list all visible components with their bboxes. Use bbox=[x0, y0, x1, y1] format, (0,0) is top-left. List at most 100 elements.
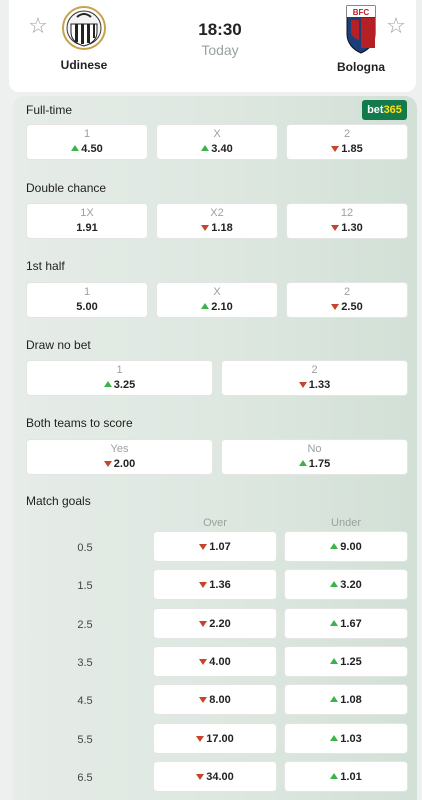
trend-up-icon bbox=[330, 696, 339, 703]
home-team-name: Udinese bbox=[60, 58, 108, 72]
away-team[interactable]: BFC Bologna bbox=[321, 4, 401, 74]
odds-button-fulltime-home[interactable]: 1 4.50 bbox=[26, 124, 148, 160]
odds-value: 2.20 bbox=[154, 617, 276, 631]
trend-down-icon bbox=[196, 735, 205, 742]
odds-button-goals-under[interactable]: 1.01 bbox=[284, 760, 408, 792]
trend-down-icon bbox=[201, 225, 210, 231]
odds-button-goals-over[interactable]: 1.36 bbox=[153, 569, 277, 601]
odds-button-goals-over[interactable]: 4.00 bbox=[153, 645, 277, 677]
trend-down-icon bbox=[199, 697, 208, 704]
odds-label: X2 bbox=[210, 207, 224, 219]
odds-button-fulltime-away[interactable]: 2 1.85 bbox=[286, 124, 408, 160]
odds-button-goals-under[interactable]: 9.00 bbox=[284, 531, 408, 562]
bookmaker-name-part1: bet bbox=[367, 104, 384, 116]
odds-button-goals-over[interactable]: 1.07 bbox=[153, 531, 277, 562]
bookmaker-name-part2: 365 bbox=[383, 104, 402, 116]
trend-down-icon bbox=[103, 461, 112, 467]
trend-up-icon bbox=[330, 543, 339, 549]
udinese-crest-icon bbox=[62, 6, 106, 50]
goal-line-label: 4.5 bbox=[77, 695, 93, 708]
trend-down-icon bbox=[196, 773, 205, 780]
trend-up-icon bbox=[201, 145, 210, 151]
column-header-over: Over bbox=[203, 517, 227, 529]
kickoff-day: Today bbox=[201, 42, 239, 58]
odds-button-goals-under[interactable]: 1.67 bbox=[284, 607, 408, 639]
odds-button-btts-yes[interactable]: Yes 2.00 bbox=[26, 439, 213, 475]
bologna-crest-text: BFC bbox=[353, 8, 370, 17]
trend-down-icon bbox=[331, 225, 340, 231]
odds-value: 3.20 bbox=[285, 578, 407, 592]
odds-value: 2.00 bbox=[27, 457, 212, 471]
odds-label: 12 bbox=[340, 207, 354, 219]
odds-button-draw-no-bet-away[interactable]: 2 1.33 bbox=[221, 360, 408, 396]
odds-button-double-chance-1x[interactable]: 1X 1.91 bbox=[26, 203, 148, 239]
odds-button-goals-over[interactable]: 34.00 bbox=[153, 760, 277, 792]
odds-value: 5.00 bbox=[76, 301, 98, 313]
odds-label: 1 bbox=[83, 128, 91, 140]
odds-value: 17.00 bbox=[154, 732, 276, 746]
odds-value: 1.36 bbox=[154, 578, 276, 592]
odds-value: 4.50 bbox=[27, 142, 147, 156]
odds-value: 3.40 bbox=[157, 142, 277, 156]
trend-up-icon bbox=[201, 303, 210, 309]
odds-button-draw-no-bet-home[interactable]: 1 3.25 bbox=[26, 360, 213, 396]
trend-down-icon bbox=[298, 382, 307, 388]
trend-down-icon bbox=[331, 146, 340, 152]
odds-value: 1.08 bbox=[285, 693, 407, 707]
odds-value: 1.30 bbox=[287, 221, 407, 235]
market-title-fulltime: Full-time bbox=[26, 103, 73, 117]
odds-button-fulltime-draw[interactable]: X 3.40 bbox=[156, 124, 278, 160]
goal-line-label: 0.5 bbox=[77, 542, 93, 554]
trend-down-icon bbox=[199, 582, 208, 589]
trend-up-icon bbox=[330, 619, 339, 626]
odds-value: 3.25 bbox=[27, 378, 212, 392]
odds-value: 1.03 bbox=[285, 732, 407, 746]
odds-button-first-half-home[interactable]: 1 5.00 bbox=[26, 282, 148, 318]
odds-value: 1.91 bbox=[76, 222, 98, 234]
odds-button-first-half-draw[interactable]: X 2.10 bbox=[156, 282, 278, 318]
trend-down-icon bbox=[199, 658, 208, 665]
odds-label: 2 bbox=[343, 286, 351, 298]
market-title-first-half: 1st half bbox=[26, 259, 65, 273]
odds-value: 2.10 bbox=[157, 300, 277, 314]
odds-label: X bbox=[213, 286, 221, 298]
trend-up-icon bbox=[71, 145, 80, 151]
odds-button-double-chance-12[interactable]: 12 1.30 bbox=[286, 203, 408, 239]
odds-button-goals-under[interactable]: 3.20 bbox=[284, 569, 408, 601]
bookmaker-badge[interactable]: bet365 bbox=[362, 100, 407, 120]
goal-line-label: 3.5 bbox=[77, 656, 93, 669]
odds-button-goals-over[interactable]: 8.00 bbox=[153, 684, 277, 716]
goal-line-label: 6.5 bbox=[77, 771, 93, 784]
odds-value: 8.00 bbox=[154, 693, 276, 707]
column-header-under: Under bbox=[331, 517, 361, 529]
trend-up-icon bbox=[330, 657, 339, 664]
kickoff-info: 18:30 Today bbox=[165, 20, 275, 58]
market-title-double-chance: Double chance bbox=[26, 181, 107, 195]
odds-button-goals-over[interactable]: 2.20 bbox=[153, 607, 277, 639]
odds-label: 2 bbox=[311, 364, 318, 376]
odds-button-goals-under[interactable]: 1.25 bbox=[284, 645, 408, 677]
odds-label: Yes bbox=[110, 443, 129, 455]
match-header: ☆ Udinese 18:30 Today BFC Bologna ☆ bbox=[9, 0, 416, 92]
trend-up-icon bbox=[298, 460, 307, 466]
favorite-home-star-icon[interactable]: ☆ bbox=[28, 13, 48, 38]
odds-value: 1.01 bbox=[285, 770, 407, 784]
odds-value: 1.18 bbox=[157, 221, 277, 235]
market-title-btts: Both teams to score bbox=[26, 416, 133, 430]
market-title-match-goals: Match goals bbox=[26, 494, 91, 508]
odds-value: 1.85 bbox=[287, 142, 407, 156]
odds-value: 9.00 bbox=[285, 540, 407, 554]
odds-value: 34.00 bbox=[154, 770, 276, 784]
odds-button-goals-over[interactable]: 17.00 bbox=[153, 722, 277, 754]
odds-button-double-chance-x2[interactable]: X2 1.18 bbox=[156, 203, 278, 239]
odds-button-goals-under[interactable]: 1.08 bbox=[284, 684, 408, 716]
home-team[interactable]: Udinese bbox=[44, 4, 124, 72]
odds-panel: bet365 Full-time 1 4.50 X 3.40 2 1.85 Do… bbox=[13, 96, 417, 800]
odds-value: 1.07 bbox=[154, 540, 276, 554]
kickoff-time: 18:30 bbox=[198, 20, 242, 39]
favorite-away-star-icon[interactable]: ☆ bbox=[386, 13, 406, 38]
odds-button-goals-under[interactable]: 1.03 bbox=[284, 722, 408, 754]
trend-down-icon bbox=[199, 620, 208, 627]
odds-button-first-half-away[interactable]: 2 2.50 bbox=[286, 282, 408, 318]
odds-button-btts-no[interactable]: No 1.75 bbox=[221, 439, 408, 475]
